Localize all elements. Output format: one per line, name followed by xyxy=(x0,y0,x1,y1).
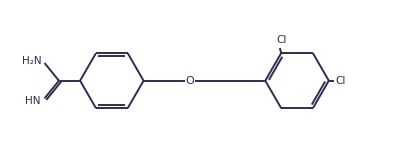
Text: Cl: Cl xyxy=(335,76,345,86)
Text: Cl: Cl xyxy=(276,35,286,45)
Text: H₂N: H₂N xyxy=(22,55,42,66)
Text: HN: HN xyxy=(26,96,41,106)
Text: O: O xyxy=(185,76,194,86)
